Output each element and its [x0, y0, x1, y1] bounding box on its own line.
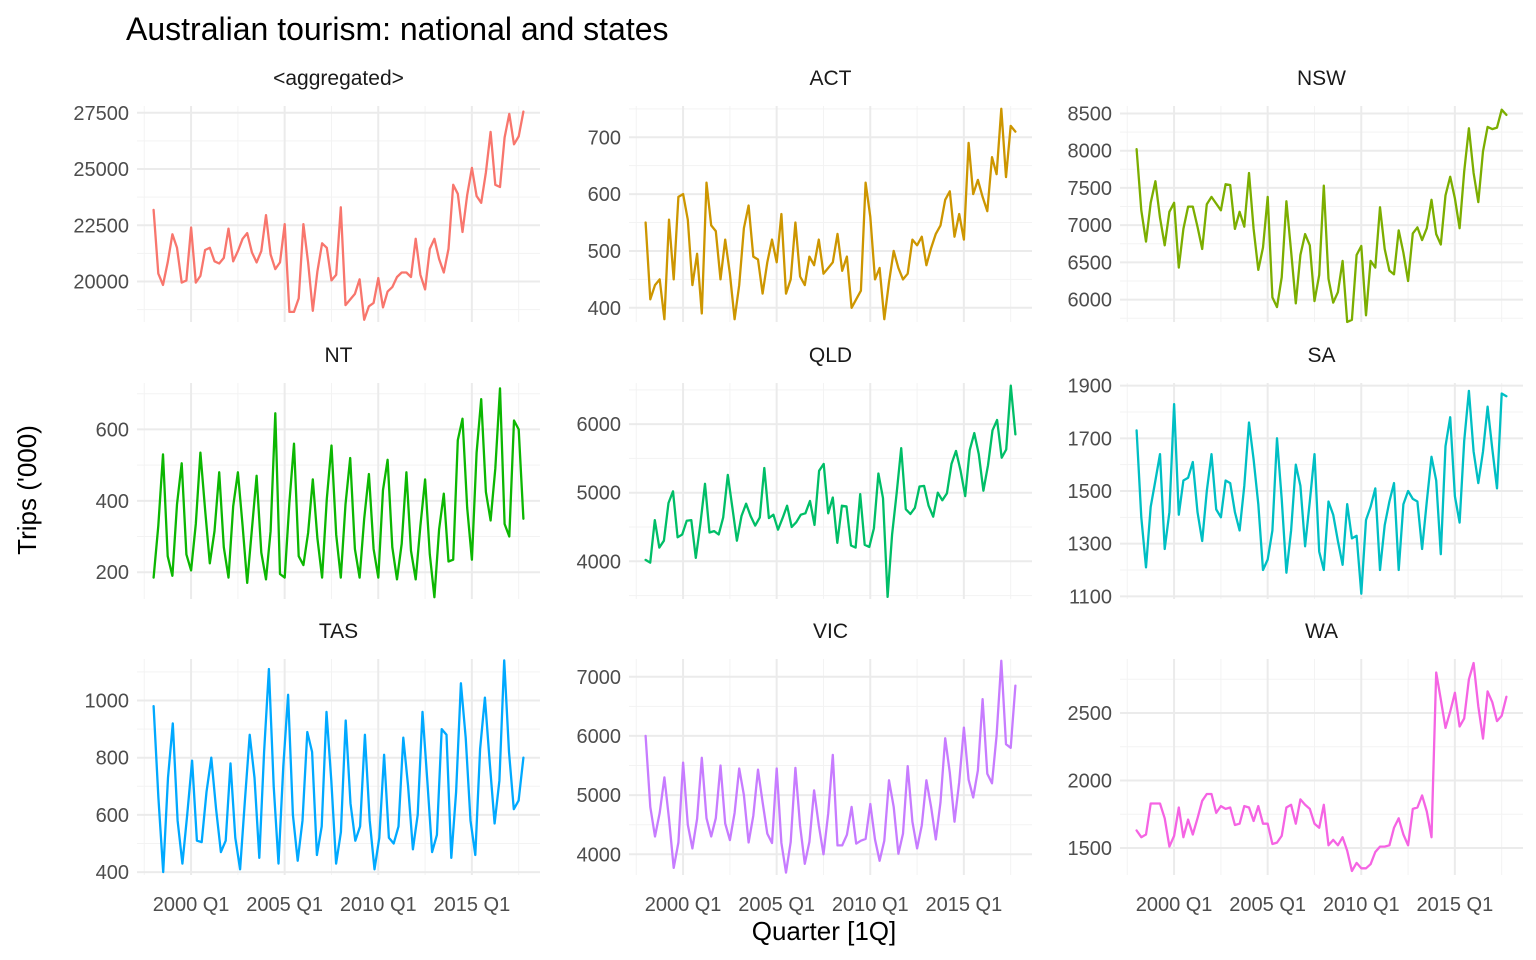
facet-panel: 20000 22500 25000 27500 <aggregated>	[73, 67, 540, 322]
x-tick-label: 2015 Q1	[434, 894, 511, 916]
y-tick-label: 1300	[1068, 534, 1113, 556]
y-tick-label: 4000	[577, 551, 622, 573]
y-tick-label: 1000	[85, 690, 130, 712]
y-tick-label: 1500	[1068, 838, 1113, 860]
y-tick-label: 800	[96, 748, 129, 770]
y-axis-title: Trips ('000)	[12, 425, 42, 555]
x-tick-label: 2015 Q1	[926, 894, 1003, 916]
y-tick-label: 6500	[1068, 252, 1113, 274]
x-tick-label: 2015 Q1	[1417, 894, 1494, 916]
y-tick-label: 25000	[73, 159, 129, 181]
x-tick-label: 2010 Q1	[340, 894, 417, 916]
x-tick-label: 2010 Q1	[832, 894, 909, 916]
y-tick-label: 6000	[577, 414, 622, 436]
y-tick-label: 600	[96, 805, 129, 827]
facet-strip-label: SA	[1307, 344, 1335, 367]
facet-strip-label: ACT	[810, 67, 852, 90]
x-tick-label: 2005 Q1	[738, 894, 815, 916]
y-tick-label: 700	[588, 127, 621, 149]
facet-panel: 200 400 600 NT	[96, 344, 540, 599]
series-line	[152, 659, 525, 874]
y-tick-label: 6000	[577, 726, 622, 748]
y-tick-label: 400	[96, 862, 129, 884]
series-line	[152, 387, 525, 599]
facet-strip-label: QLD	[809, 344, 852, 367]
facet-panel: 4000 5000 6000 QLD	[577, 344, 1032, 599]
facet-strip-label: VIC	[813, 620, 848, 643]
facet-panels: 20000 22500 25000 27500 <aggregated> 400 500 60…	[73, 67, 1523, 916]
y-tick-label: 400	[588, 298, 621, 320]
y-tick-label: 1100	[1069, 586, 1112, 608]
y-tick-label: 2500	[1068, 703, 1113, 725]
series-line	[1135, 661, 1508, 873]
y-tick-label: 5000	[577, 785, 622, 807]
series-line	[644, 107, 1017, 321]
y-tick-label: 6000	[1068, 290, 1113, 312]
series-line	[152, 110, 525, 321]
x-axis-title: Quarter [1Q]	[752, 916, 897, 946]
y-tick-label: 5000	[577, 483, 622, 505]
y-tick-label: 27500	[73, 103, 129, 125]
y-tick-label: 20000	[73, 272, 129, 294]
series-line	[1135, 389, 1508, 595]
x-tick-label: 2005 Q1	[246, 894, 323, 916]
y-tick-label: 600	[588, 184, 621, 206]
facet-strip-label: WA	[1305, 620, 1338, 643]
y-tick-label: 200	[96, 562, 129, 584]
y-tick-label: 500	[588, 241, 621, 263]
y-tick-label: 1700	[1068, 428, 1113, 450]
facet-strip-label: TAS	[319, 620, 358, 643]
x-tick-label: 2010 Q1	[1323, 894, 1400, 916]
x-tick-label: 2000 Q1	[645, 894, 722, 916]
y-tick-label: 1900	[1068, 376, 1113, 398]
facet-panel: 400 600 800 1000 TAS 2000 Q1 2005 Q1 2010 Q1 201…	[85, 620, 540, 916]
y-tick-label: 8000	[1068, 141, 1113, 163]
y-tick-label: 400	[96, 491, 129, 513]
series-line	[644, 659, 1017, 874]
y-tick-label: 7000	[577, 667, 622, 689]
y-tick-label: 22500	[73, 215, 129, 237]
facet-strip-label: NT	[325, 344, 353, 367]
y-tick-label: 600	[96, 419, 129, 441]
facet-panel: 400 500 600 700 ACT	[588, 67, 1032, 322]
facet-panel: 6000 6500 7000 7500 8000 8500 NSW	[1068, 67, 1523, 324]
facet-panel: 4000 5000 6000 7000 VIC 2000 Q1 2005 Q1 2010 Q1…	[577, 620, 1032, 916]
series-line	[1135, 108, 1508, 324]
facet-strip-label: <aggregated>	[273, 67, 404, 90]
y-tick-label: 8500	[1068, 103, 1113, 125]
y-tick-label: 7000	[1068, 215, 1113, 237]
y-tick-label: 4000	[577, 844, 622, 866]
y-tick-label: 7500	[1068, 178, 1113, 200]
y-tick-label: 1500	[1068, 481, 1113, 503]
x-tick-label: 2000 Q1	[1136, 894, 1213, 916]
chart-title: Australian tourism: national and states	[126, 11, 669, 47]
y-tick-label: 2000	[1068, 771, 1113, 793]
x-tick-label: 2000 Q1	[153, 894, 230, 916]
x-tick-label: 2005 Q1	[1229, 894, 1306, 916]
facet-panel: 1100 1300 1500 1700 1900 SA	[1068, 344, 1523, 608]
facet-strip-label: NSW	[1297, 67, 1346, 90]
facet-panel: 1500 2000 2500 WA 2000 Q1 2005 Q1 2010 Q1 2015 …	[1068, 620, 1523, 916]
series-line	[644, 384, 1017, 599]
